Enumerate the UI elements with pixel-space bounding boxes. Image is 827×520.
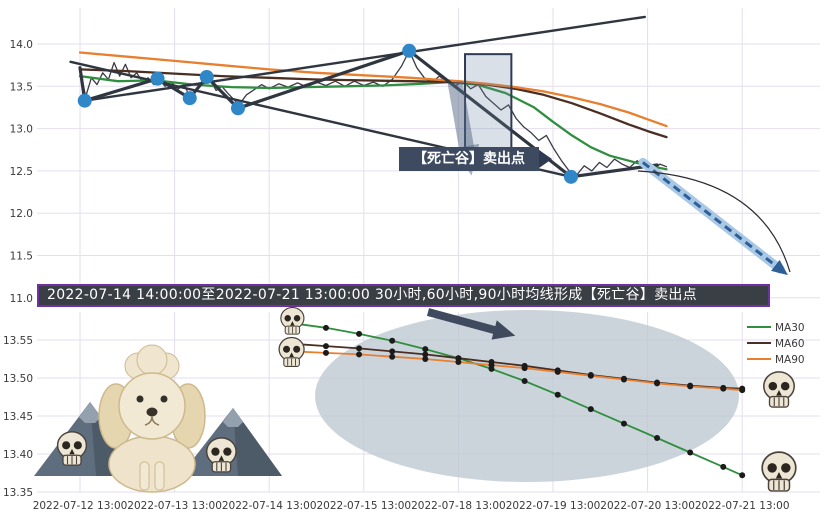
series-dot	[322, 324, 329, 331]
series-dot	[739, 387, 746, 394]
death-valley-highlight-ellipse	[315, 310, 739, 482]
pivot-point	[150, 71, 165, 86]
series-dot	[687, 449, 694, 456]
down-trend-arrow-icon	[426, 308, 516, 340]
series-dot	[521, 378, 528, 385]
ma30-line	[78, 74, 668, 171]
price-line	[79, 50, 668, 176]
skull-icon	[763, 371, 795, 408]
series-dot	[587, 406, 594, 413]
series-dot	[554, 391, 561, 398]
x-tick-label: 2022-07-12 13:00	[33, 500, 128, 512]
pivot-point	[182, 91, 197, 106]
series-dot	[739, 472, 746, 479]
series-dot	[389, 337, 396, 344]
projection-arc	[637, 170, 791, 273]
pivot-point	[199, 69, 214, 84]
skull-icon	[280, 306, 305, 335]
projection-dashed-arrow	[641, 161, 788, 276]
series-dot	[422, 351, 429, 358]
series-dot	[687, 383, 694, 390]
y-tick-label: 13.40	[3, 449, 33, 461]
y-tick-label: 13.50	[3, 373, 33, 385]
y-tick-label: 13.45	[3, 411, 33, 423]
y-tick-label: 13.35	[3, 487, 33, 499]
x-tick-label: 2022-07-15 13:00	[316, 500, 411, 512]
y-tick-label: 13.55	[3, 335, 33, 347]
series-dot	[521, 365, 528, 372]
skull-icon	[278, 336, 305, 368]
death-valley-highlight-rect	[464, 53, 513, 150]
zigzag-line	[78, 49, 659, 179]
series-dot	[455, 359, 462, 366]
series-dot	[422, 356, 429, 362]
summary-banner: 2022-07-14 14:00:00至2022-07-21 13:00:00 …	[37, 284, 770, 307]
series-dot	[654, 380, 661, 387]
x-tick-label: 2022-07-18 13:00	[411, 500, 506, 512]
highlight-ellipse-layer	[315, 310, 739, 482]
pivot-point	[402, 43, 417, 58]
series-dot	[389, 348, 396, 355]
series-dot	[356, 345, 363, 352]
trend-up-line	[83, 15, 646, 102]
x-tick-label: 2022-07-14 13:00	[222, 500, 317, 512]
pivot-point	[77, 93, 92, 108]
death-valley-sell-annotation: 【死亡谷】卖出点	[399, 147, 539, 171]
legend-label: MA60	[775, 338, 805, 350]
pivot-point	[230, 101, 245, 116]
sell-down-arrow-icon	[447, 80, 480, 176]
poodle-illustration	[98, 344, 206, 493]
series-dot	[654, 435, 661, 442]
y-tick-label: 11.5	[10, 251, 33, 263]
axis-labels-layer: 2022-07-12 13:00 2022-07-13 13:00 2022-07-…	[3, 39, 790, 512]
series-dot	[554, 368, 561, 375]
series-dot	[720, 385, 727, 392]
y-tick-label: 11.0	[10, 293, 33, 305]
legend-label: MA30	[775, 322, 805, 334]
series-dot	[620, 420, 627, 427]
series-dot	[356, 330, 363, 337]
y-tick-label: 12.0	[10, 208, 33, 220]
series-dot	[389, 353, 396, 360]
x-tick-label: 2022-07-13 13:00	[127, 500, 222, 512]
series-dot	[587, 372, 594, 379]
skull-icon	[761, 451, 797, 492]
ma90-line	[78, 51, 668, 128]
series-dot	[720, 463, 727, 470]
series-dot	[322, 349, 329, 356]
series-dot	[488, 362, 495, 369]
y-tick-label: 13.5	[10, 81, 33, 93]
zoom-chart-layer: MA30 MA60 MA90	[289, 320, 805, 479]
series-dot	[356, 351, 363, 358]
x-tick-label: 2022-07-21 13:00	[695, 500, 790, 512]
x-tick-label: 2022-07-19 13:00	[506, 500, 601, 512]
legend-label: MA90	[775, 354, 805, 366]
x-tick-label: 2022-07-20 13:00	[600, 500, 695, 512]
y-tick-label: 12.5	[10, 166, 33, 178]
series-dot	[620, 376, 627, 383]
pivot-point	[563, 169, 578, 184]
series-dot	[422, 346, 429, 353]
main-chart-layer	[69, 15, 791, 276]
series-dot	[322, 343, 329, 350]
y-tick-label: 13.0	[10, 124, 33, 136]
annotation-arrow-icon	[539, 150, 552, 168]
ma60-line	[78, 68, 668, 139]
y-tick-label: 14.0	[10, 39, 33, 51]
decorations-layer	[34, 306, 797, 493]
